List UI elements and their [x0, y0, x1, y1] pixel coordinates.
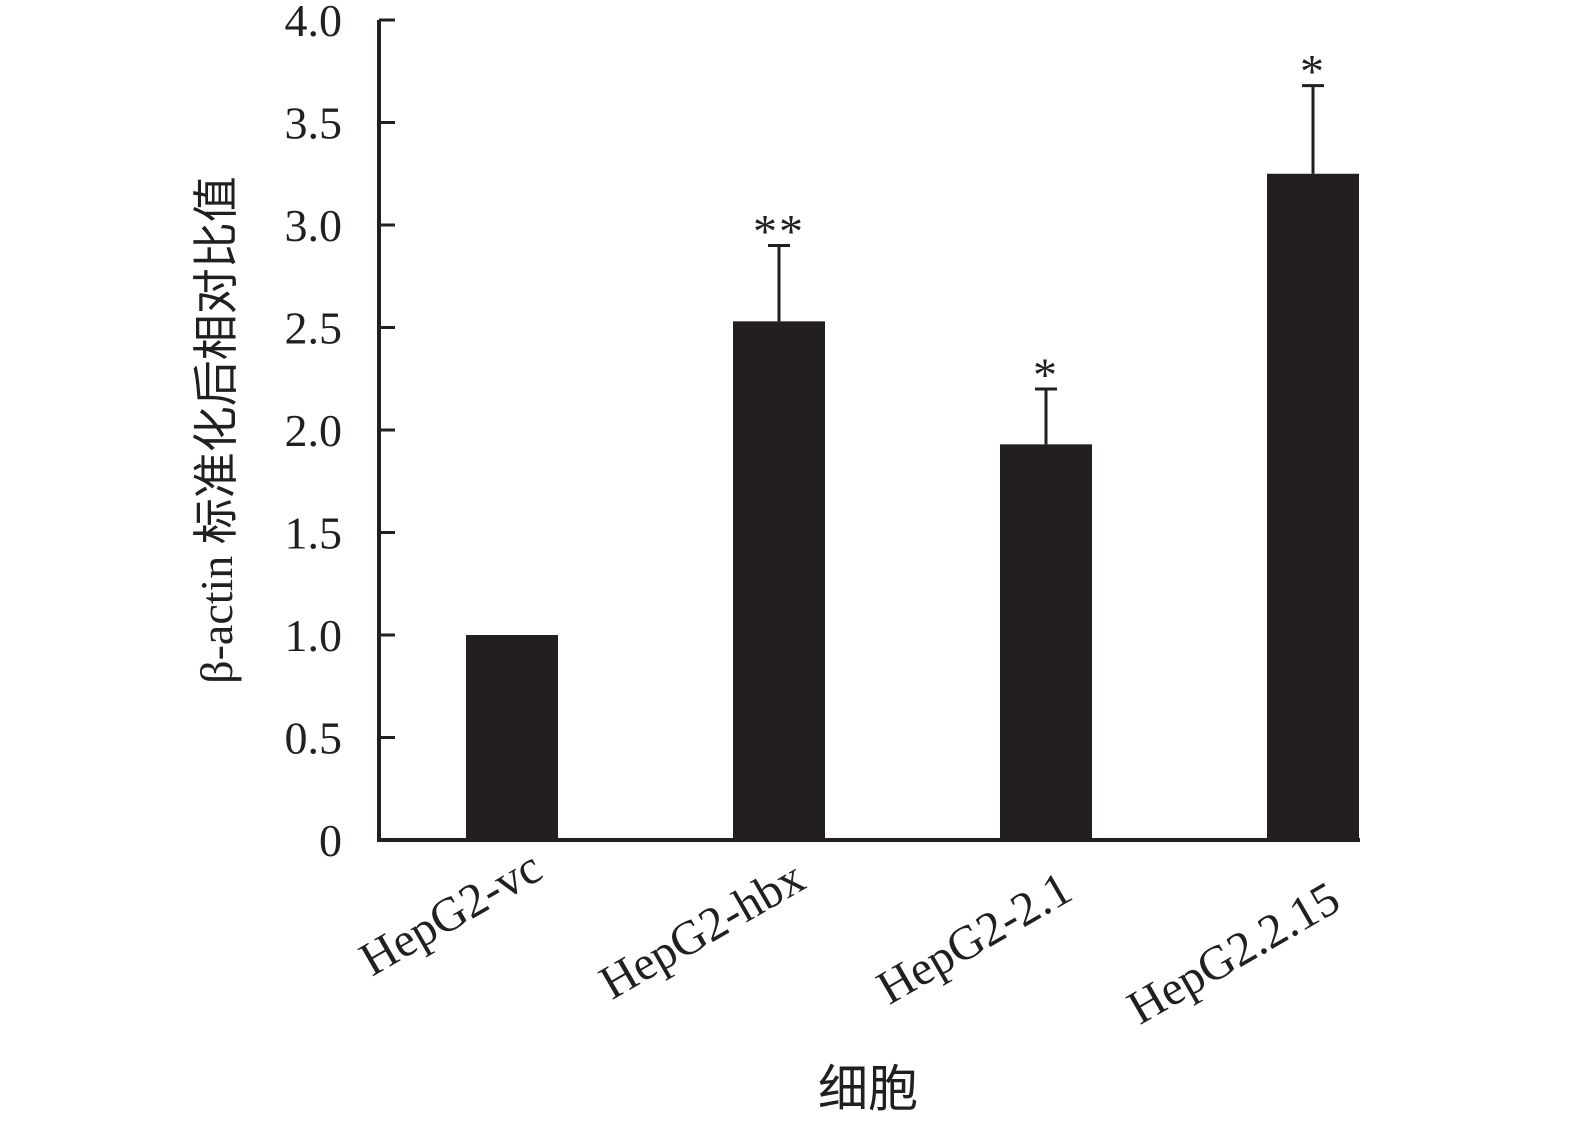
y-tick-label-2: 1.0 [285, 610, 343, 661]
y-tick-label-0: 0 [319, 815, 342, 866]
bar-3 [1267, 173, 1359, 840]
significance-marker-1: ** [753, 206, 805, 259]
error-bar-1 [768, 244, 790, 322]
y-tick-label-6: 3.0 [285, 200, 343, 251]
y-axis-label: β-actin 标准化后相对比值 [191, 176, 242, 684]
significance-group: **** [753, 46, 1326, 402]
x-ticks-group: HepG2-vc HepG2-hbx HepG2-2.1 HepG2.2.15 [351, 841, 1349, 1035]
x-tick-label-3: HepG2.2.15 [1119, 872, 1349, 1035]
x-axis-label: 细胞 [818, 1061, 918, 1117]
error-bar-2 [1035, 387, 1057, 445]
error-bar-3 [1302, 84, 1324, 174]
y-tick-label-1: 0.5 [285, 713, 343, 764]
y-tick-label-8: 4.0 [285, 0, 343, 46]
y-tick-label-7: 3.5 [285, 98, 343, 149]
y-tick-label-5: 2.5 [285, 303, 343, 354]
y-ticks-group: 0 0.5 1.0 1.5 2.0 2.5 3.0 3.5 4.0 [285, 0, 395, 866]
significance-marker-2: * [1033, 349, 1059, 402]
bars-group [466, 173, 1359, 841]
bar-0 [466, 635, 558, 840]
x-tick-label-1: HepG2-hbx [591, 851, 814, 1010]
bar-2 [1000, 444, 1092, 840]
x-tick-label-2: HepG2-2.1 [868, 862, 1080, 1015]
x-tick-label-0: HepG2-vc [351, 841, 551, 987]
bar-1 [733, 321, 825, 841]
significance-marker-3: * [1300, 46, 1326, 99]
y-tick-label-4: 2.0 [285, 405, 343, 456]
y-tick-label-3: 1.5 [285, 508, 343, 559]
error-bars-group [768, 84, 1324, 445]
